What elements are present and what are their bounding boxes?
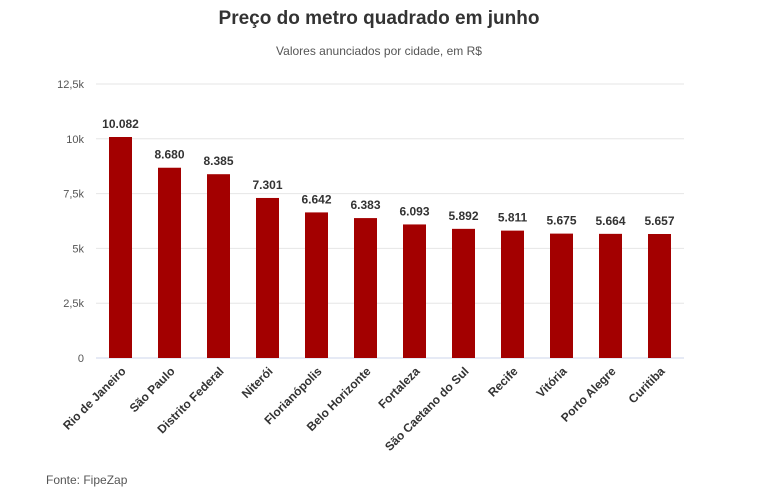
bar[interactable]	[501, 230, 524, 358]
y-tick-label: 5k	[72, 243, 84, 255]
data-label: 5.657	[644, 214, 674, 228]
data-label: 10.082	[102, 117, 139, 131]
data-label: 6.383	[350, 198, 380, 212]
data-label: 8.385	[203, 154, 233, 168]
data-labels: 10.082 8.680 8.385 7.301 6.642 6.383 6.093 5.89…	[102, 117, 675, 228]
data-label: 7.301	[252, 178, 282, 192]
x-tick-label: Rio de Janeiro	[60, 364, 128, 432]
x-tick-label: Fortaleza	[375, 364, 422, 411]
x-tick-label: Niterói	[239, 364, 276, 401]
x-tick-label: São Paulo	[127, 364, 178, 415]
bar[interactable]	[256, 197, 279, 358]
bar[interactable]	[550, 233, 573, 358]
bar[interactable]	[452, 228, 475, 358]
chart-subtitle: Valores anunciados por cidade, em R$	[276, 44, 482, 58]
bars	[109, 137, 671, 358]
gridlines	[96, 83, 684, 359]
bar[interactable]	[599, 233, 622, 358]
y-tick-label: 2,5k	[63, 298, 84, 310]
data-label: 5.892	[448, 209, 478, 223]
y-tick-label: 10k	[66, 134, 84, 146]
data-label: 5.664	[595, 214, 625, 228]
x-tick-label: São Caetano do Sul	[382, 364, 472, 454]
bar[interactable]	[354, 218, 377, 358]
y-tick-label: 7,5k	[63, 189, 84, 201]
data-label: 5.675	[546, 214, 576, 228]
x-tick-label: Recife	[485, 364, 521, 400]
bar[interactable]	[648, 233, 671, 358]
y-tick-label: 12,5k	[57, 79, 84, 91]
data-label: 5.811	[498, 211, 528, 225]
bar[interactable]	[305, 212, 328, 358]
x-tick-label: Curitiba	[626, 364, 668, 406]
data-label: 8.680	[154, 148, 184, 162]
data-label: 6.093	[399, 204, 429, 218]
chart-title: Preço do metro quadrado em junho	[218, 8, 540, 29]
y-tick-label: 0	[78, 353, 84, 365]
bar[interactable]	[158, 167, 181, 358]
x-tick-label: Vitória	[533, 364, 569, 400]
source-note: Fonte: FipeZap	[46, 473, 128, 487]
bar[interactable]	[403, 224, 426, 358]
y-axis-ticks: 0 2,5k 5k 7,5k 10k 12,5k	[57, 79, 84, 365]
data-label: 6.642	[301, 192, 331, 206]
bar[interactable]	[109, 137, 132, 358]
bar[interactable]	[207, 174, 230, 358]
